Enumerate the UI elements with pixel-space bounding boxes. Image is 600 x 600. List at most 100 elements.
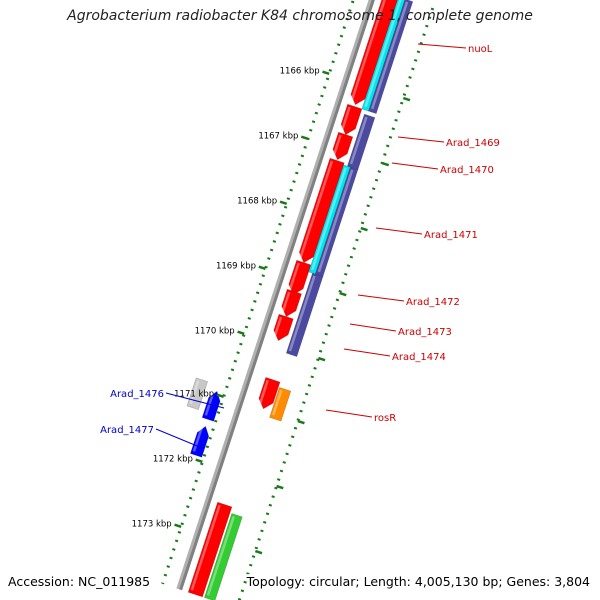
cds-arad-1472-highlight [288, 262, 300, 291]
gene-label: Arad_1477 [100, 425, 154, 436]
cds-arad-1472-shape [288, 259, 312, 296]
cds-arad-1471 [298, 157, 345, 264]
cds-lower-forward-shape [187, 501, 233, 598]
gene-label: Arad_1473 [398, 327, 452, 338]
purple-track-upper-highlight [371, 1, 409, 110]
ruler-tick-mark [322, 70, 330, 76]
ruler-tick-label: 1167 kbp [258, 132, 298, 142]
cds-nuoL-shape [350, 0, 398, 106]
purple-track-upper [368, 0, 414, 114]
ruler-tick-mark-outer [381, 161, 390, 167]
accession-text: Accession: NC_011985 [8, 574, 151, 589]
cds-arad-1474-highlight [273, 316, 283, 337]
backbone-shadow [176, 0, 374, 590]
ruler-tick-mark [195, 458, 203, 464]
cds-lower-forward-highlight [190, 504, 221, 591]
ruler-tick-mark-outer [254, 549, 263, 555]
cds-arad-1474 [273, 313, 294, 342]
label-leader-line [397, 136, 445, 143]
ruler-tick-mark [258, 265, 266, 271]
label-leader-line [155, 428, 203, 449]
ruler-tick-mark-outer [317, 356, 326, 362]
gene-label: Arad_1470 [440, 165, 494, 176]
ruler-tick-label: 1169 kbp [216, 262, 256, 272]
ruler-tick-mark-outer [402, 96, 411, 102]
ruler-tick-mark [216, 393, 225, 399]
cds-arad-1471-highlight [299, 160, 334, 259]
purple-track-bottom-shape [285, 272, 324, 357]
label-leader-line [165, 392, 225, 409]
ruler-tick-label: 1171 kbp [174, 390, 214, 400]
rna-rosR-shape [269, 387, 292, 422]
green-track-shape [204, 513, 243, 600]
gene-grey-inner-highlight [189, 380, 200, 405]
gene-label: Arad_1476 [110, 389, 164, 400]
cds-nuoL [350, 0, 398, 106]
backbone-line [179, 0, 375, 591]
cds-arad-1472 [288, 259, 312, 296]
purple-track-lower-highlight [317, 169, 354, 273]
green-track [204, 513, 243, 600]
features-group [186, 0, 414, 600]
label-leaders [155, 43, 467, 449]
ruler-tick-mark [237, 330, 245, 336]
ruler-dotted-line-inner [161, 0, 355, 585]
ruler-tick-mark-outer [360, 226, 368, 232]
rna-rosR [269, 387, 292, 422]
cds-arad-1470-highlight [332, 134, 342, 156]
ruler-tick-mark [174, 523, 182, 529]
label-leader-line [375, 227, 423, 235]
genome-summary-text: Topology: circular; Length: 4,005,130 bp… [246, 574, 590, 589]
ruler-tick-label: 1172 kbp [153, 455, 193, 465]
ruler-tick-label: 1168 kbp [237, 197, 277, 207]
purple-track-bottom [285, 272, 324, 357]
gene-label: rosR [374, 413, 396, 424]
labels-group: nuoL Arad_1469 Arad_1470 Arad_1471 Arad_1472… [100, 44, 500, 436]
cds-lower-forward [187, 501, 233, 598]
gene-label: Arad_1471 [424, 230, 478, 241]
cds-nuoL-highlight [350, 0, 386, 101]
map-title: Agrobacterium radiobacter K84 chromosome… [67, 8, 533, 24]
label-leader-line [417, 43, 467, 49]
cds-arad-1474-shape [273, 313, 294, 342]
ruler-tick-label: 1173 kbp [132, 520, 172, 530]
label-leader-line [325, 409, 373, 418]
ruler-tick-label: 1170 kbp [195, 327, 235, 337]
label-leader-line [357, 294, 405, 302]
label-leader-line [343, 348, 391, 357]
ruler-tick-mark-outer [276, 484, 284, 490]
green-track-highlight [206, 516, 235, 596]
cds-arad-1475 [258, 377, 281, 410]
cds-arad-1475-shape [258, 377, 281, 410]
cds-arad-1475-highlight [258, 379, 269, 405]
cds-arad-1476-shape [201, 390, 221, 422]
gene-grey-inner-shape [186, 377, 208, 410]
cds-arad-1469-highlight [340, 106, 351, 131]
gene-label: Arad_1474 [392, 352, 446, 363]
cds-arad-1470 [332, 131, 354, 161]
gene-label: nuoL [468, 44, 493, 55]
ruler-tick-mark [300, 135, 309, 141]
cds-arad-1477-shape [190, 425, 210, 458]
cds-arad-1469 [340, 103, 363, 136]
cds-arad-1473 [281, 288, 302, 318]
cds-arad-1469-shape [340, 103, 363, 136]
cds-arad-1473-shape [281, 288, 302, 318]
cyan-track-upper-highlight [364, 0, 402, 108]
cds-arad-1471-shape [298, 157, 345, 264]
cds-arad-1473-highlight [281, 291, 291, 313]
gene-grey-inner [186, 377, 208, 410]
cds-arad-1477 [190, 425, 210, 458]
gene-label: Arad_1469 [446, 138, 500, 149]
rna-rosR-highlight [272, 389, 283, 416]
label-leader-line [349, 323, 397, 332]
ruler-ticks: 1166 kbp 1167 kbp 1168 kbp 1169 kbp 1170 kbp… [132, 67, 411, 555]
purple-track-bottom-highlight [288, 275, 316, 352]
purple-track-upper-shape [368, 0, 414, 114]
ruler-tick-mark-outer [297, 419, 305, 425]
cds-arad-1470-shape [332, 131, 354, 161]
gene-label: Arad_1472 [406, 297, 460, 308]
backbone-group [176, 0, 375, 591]
cyan-track-lower-highlight [311, 167, 347, 271]
